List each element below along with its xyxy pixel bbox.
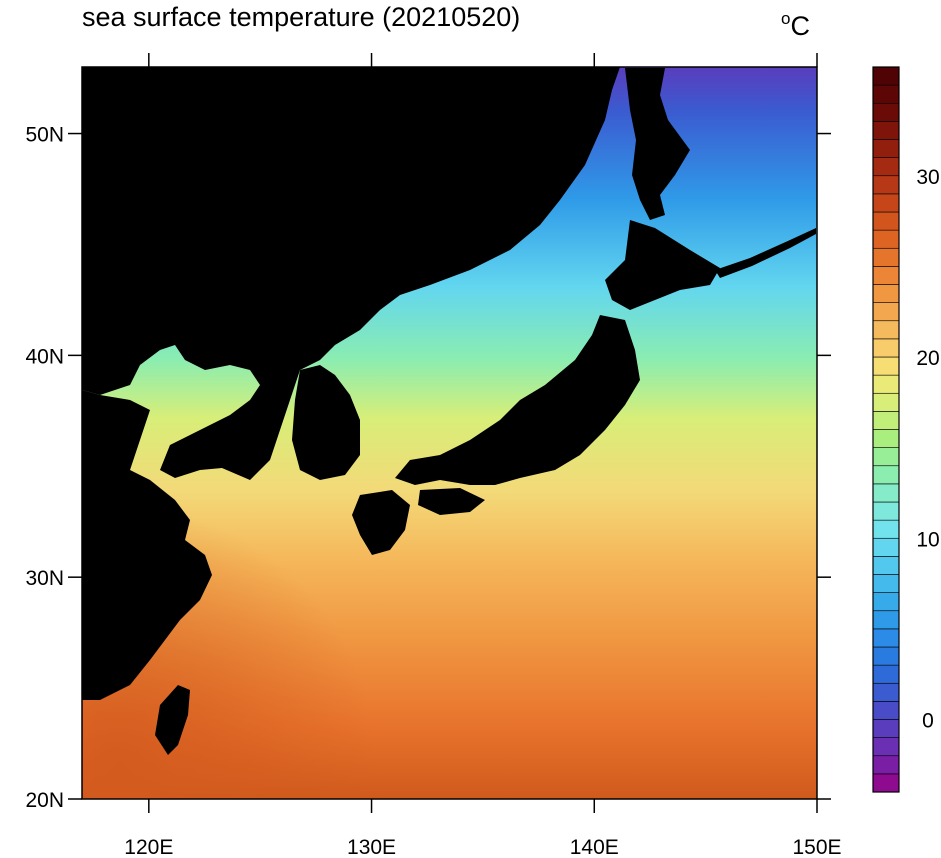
colorbar-segment (872, 737, 900, 757)
colorbar-tick-label: 20 (916, 347, 939, 370)
colorbar-tick-label: 10 (916, 528, 939, 551)
lat-tick-label: 50N (25, 124, 64, 147)
colorbar-segment (872, 84, 900, 104)
colorbar-tick-label: 0 (922, 710, 934, 733)
colorbar-frame (872, 66, 900, 793)
colorbar-segment (872, 175, 900, 195)
colorbar-segment (872, 121, 900, 140)
colorbar-segment (872, 773, 900, 793)
land-korea (292, 365, 360, 480)
land-china-coast (82, 390, 212, 700)
colorbar-tick-label: 30 (916, 166, 939, 189)
lon-tick-label: 150E (792, 836, 841, 858)
colorbar-segment (872, 284, 900, 303)
land-hokkaido (605, 220, 720, 310)
land-honshu (395, 315, 640, 485)
colorbar-segment (872, 519, 900, 539)
colorbar-segment (872, 592, 900, 612)
latitude-axis: 50N 40N 30N 20N (25, 124, 831, 812)
colorbar (872, 66, 900, 793)
celsius-letter: C (790, 11, 810, 41)
colorbar-segment (872, 266, 900, 285)
colorbar-segment (872, 338, 900, 358)
colorbar-segment (872, 574, 900, 593)
colorbar-ticks: 30 20 10 0 (916, 166, 939, 733)
colorbar-units: oC (781, 2, 810, 43)
colorbar-segment (872, 465, 900, 485)
lat-tick-label: 40N (25, 345, 64, 368)
colorbar-segment (872, 193, 900, 213)
colorbar-segment (872, 429, 900, 448)
map-frame (81, 66, 818, 800)
colorbar-segment (872, 646, 900, 666)
colorbar-segment (872, 356, 900, 376)
colorbar-segment (872, 682, 900, 702)
lat-tick-label: 20N (25, 789, 64, 812)
colorbar-segment (872, 537, 900, 557)
colorbar-segment (872, 66, 900, 86)
colorbar-segment (872, 501, 900, 521)
colorbar-segment (872, 556, 900, 575)
colorbar-segment (872, 755, 900, 775)
colorbar-segment (872, 374, 900, 394)
colorbar-segment (872, 302, 900, 322)
colorbar-segment (872, 628, 900, 648)
colorbar-segment (872, 483, 900, 503)
colorbar-segment (872, 157, 900, 177)
colorbar-segment (872, 247, 900, 267)
colorbar-segment (872, 320, 900, 340)
land-taiwan (155, 685, 190, 755)
lon-tick-label: 130E (347, 836, 396, 858)
colorbar-segment (872, 719, 900, 738)
colorbar-segment (872, 139, 900, 158)
degree-symbol: o (781, 9, 791, 28)
colorbar-segment (872, 447, 900, 467)
colorbar-segment (872, 411, 900, 430)
lat-tick-label: 30N (25, 567, 64, 590)
colorbar-segment (872, 392, 900, 412)
colorbar-segment (872, 102, 900, 122)
lon-tick-label: 140E (570, 836, 619, 858)
land-kyushu (352, 490, 410, 555)
colorbar-segment (872, 610, 900, 630)
land-shikoku (418, 488, 485, 515)
land-sakhalin (625, 68, 690, 220)
colorbar-segment (872, 229, 900, 249)
colorbar-segment (872, 701, 900, 720)
land-mainland-asia (82, 67, 620, 480)
map-title: sea surface temperature (20210520) (82, 2, 521, 32)
colorbar-segment (872, 211, 900, 231)
longitude-axis: 120E 130E 140E 150E (124, 53, 842, 858)
land-kurils (715, 228, 816, 278)
lon-tick-label: 120E (124, 836, 173, 858)
colorbar-segment (872, 664, 900, 684)
